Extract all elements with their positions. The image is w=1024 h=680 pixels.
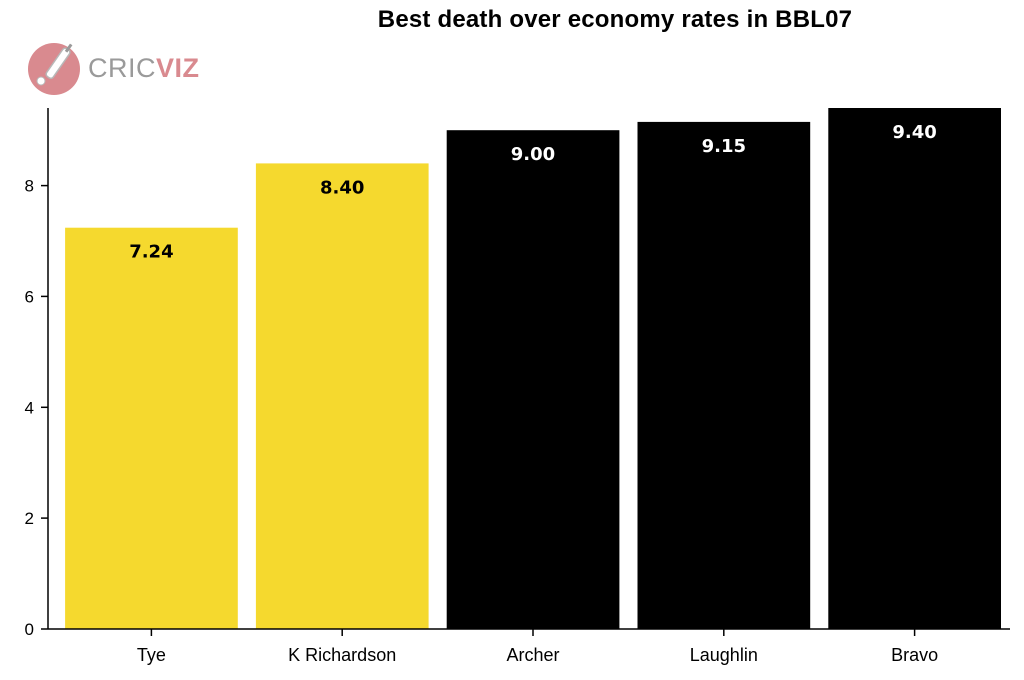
logo-wordmark: CRICVIZ — [88, 53, 200, 84]
x-tick-label-bravo: Bravo — [891, 645, 938, 665]
bar-archer — [446, 130, 620, 629]
data-label-k-richardson: 8.40 — [320, 177, 364, 198]
data-label-laughlin: 9.15 — [702, 136, 746, 157]
y-tick-label-6: 6 — [25, 287, 34, 306]
data-label-archer: 9.00 — [511, 144, 555, 165]
cricviz-logo: CRICVIZ — [26, 38, 200, 98]
bar-bravo — [828, 108, 1001, 629]
axes-layer: Tye K Richardson Archer Laughlin Bravo 0 2 4 6 8 — [25, 108, 1010, 665]
logo-text-viz: VIZ — [156, 52, 200, 83]
y-tick-label-8: 8 — [25, 177, 34, 196]
data-label-tye: 7.24 — [129, 242, 173, 263]
chart-title: Best death over economy rates in BBL07 — [377, 6, 853, 33]
x-tick-label-k-richardson: K Richardson — [288, 645, 396, 665]
y-tick-label-2: 2 — [25, 509, 34, 528]
cricket-bat-icon — [28, 43, 80, 95]
x-tick-label-tye: Tye — [137, 645, 166, 665]
bar-k-richardson — [255, 163, 429, 629]
bar-laughlin — [637, 121, 811, 630]
y-tick-label-4: 4 — [25, 398, 34, 417]
y-tick-label-0: 0 — [25, 620, 34, 639]
bar-tye — [65, 227, 238, 629]
x-tick-label-laughlin: Laughlin — [690, 645, 758, 665]
logo-text-cric: CRIC — [88, 52, 156, 83]
data-label-bravo: 9.40 — [892, 122, 936, 143]
x-tick-label-archer: Archer — [506, 645, 559, 665]
bars-layer: 7.24 8.40 9.00 9.15 9.40 — [65, 108, 1001, 630]
